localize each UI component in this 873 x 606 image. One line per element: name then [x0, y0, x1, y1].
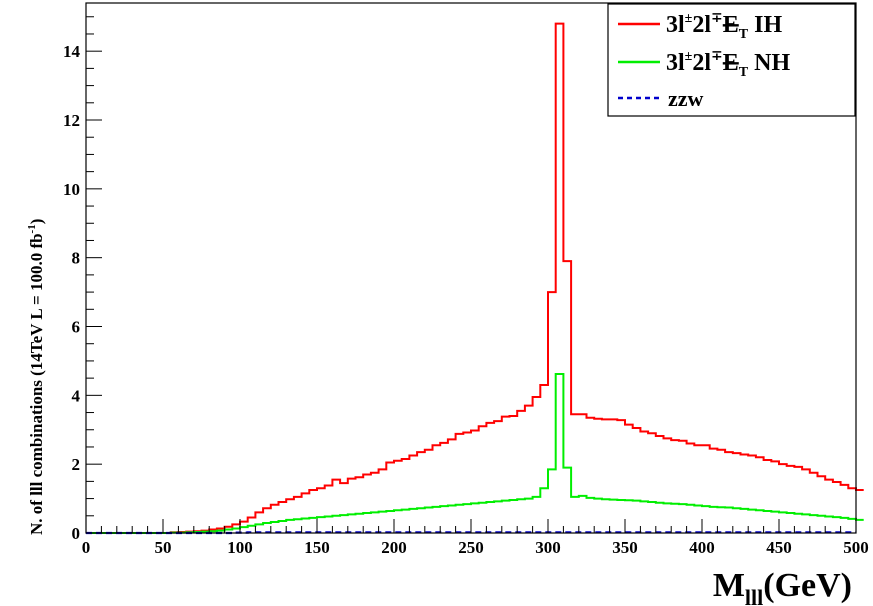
- y-tick-label: 0: [72, 524, 81, 543]
- y-tick-label: 10: [63, 180, 80, 199]
- axes: 0 50 100 150 200 250 300 350 400 450 500 0 2 4 6 8 10 12 1…: [63, 16, 869, 557]
- x-tick-label: 200: [381, 538, 407, 557]
- x-tick-label: 500: [843, 538, 869, 557]
- legend-nh-b: 2l: [692, 50, 711, 76]
- legend-nh-c: E: [723, 50, 739, 76]
- legend-ih-b: 2l: [692, 12, 711, 38]
- legend-ih-sub: T: [739, 27, 749, 42]
- legend-label-ih: 3l±2l∓ET IH: [666, 11, 782, 42]
- legend-nh-sup2: ∓: [711, 49, 723, 64]
- legend-nh-sup1: ±: [685, 49, 693, 64]
- y-tick-label: 6: [72, 318, 81, 337]
- x-tick-label: 50: [155, 538, 172, 557]
- x-tick-label: 150: [304, 538, 330, 557]
- x-tick-label: 100: [227, 538, 253, 557]
- legend-ih-sup2: ∓: [711, 11, 723, 26]
- x-axis-label-unit: (GeV): [763, 567, 852, 604]
- y-axis-label: N. of lll combinations (14TeV L = 100.0 …: [26, 219, 46, 535]
- y-tick-label: 2: [72, 455, 81, 474]
- y-axis-label-close: ): [27, 219, 46, 225]
- x-tick-label: 0: [82, 538, 91, 557]
- legend-label-zzw: zzw: [668, 86, 704, 111]
- x-tick-label: 300: [535, 538, 561, 557]
- x-tick-label: 250: [458, 538, 484, 557]
- legend-nh-a: 3l: [666, 50, 685, 76]
- legend-ih-a: 3l: [666, 12, 685, 38]
- y-tick-label: 12: [63, 111, 80, 130]
- y-axis-label-sup: -1: [26, 224, 38, 233]
- legend-nh-d: NH: [748, 50, 790, 76]
- y-tick-label: 4: [72, 386, 81, 405]
- y-tick-label: 8: [72, 249, 81, 268]
- y-axis-label-main: N. of lll combinations (14TeV L = 100.0 …: [27, 233, 46, 535]
- x-axis-label-main: M: [713, 567, 745, 604]
- legend-label-nh: 3l±2l∓ET NH: [666, 49, 790, 80]
- y-tick-label: 14: [63, 42, 81, 61]
- series-line-ih: [86, 22, 864, 534]
- legend-ih-sup1: ±: [685, 11, 693, 26]
- x-tick-label: 450: [766, 538, 792, 557]
- series-line-nh: [86, 373, 864, 534]
- legend-nh-sub: T: [739, 65, 749, 80]
- x-axis-label: Mlll(GeV): [713, 567, 852, 606]
- x-tick-label: 350: [612, 538, 638, 557]
- x-tick-label: 400: [689, 538, 715, 557]
- legend: 3l±2l∓ET IH 3l±2l∓ET NH zzw: [607, 3, 856, 117]
- x-axis-label-sub: lll: [745, 585, 763, 606]
- legend-ih-c: E: [723, 12, 739, 38]
- legend-ih-d: IH: [748, 12, 782, 38]
